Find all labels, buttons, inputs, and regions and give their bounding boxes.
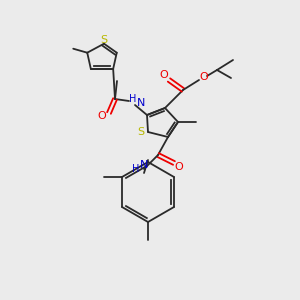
Text: O: O [175, 162, 183, 172]
Text: O: O [200, 72, 208, 82]
Text: S: S [100, 35, 108, 45]
Text: N: N [137, 98, 145, 108]
Text: H: H [132, 164, 140, 174]
Text: O: O [98, 111, 106, 121]
Text: O: O [160, 70, 168, 80]
Text: N: N [140, 160, 148, 170]
Text: S: S [137, 127, 145, 137]
Text: H: H [129, 94, 137, 104]
